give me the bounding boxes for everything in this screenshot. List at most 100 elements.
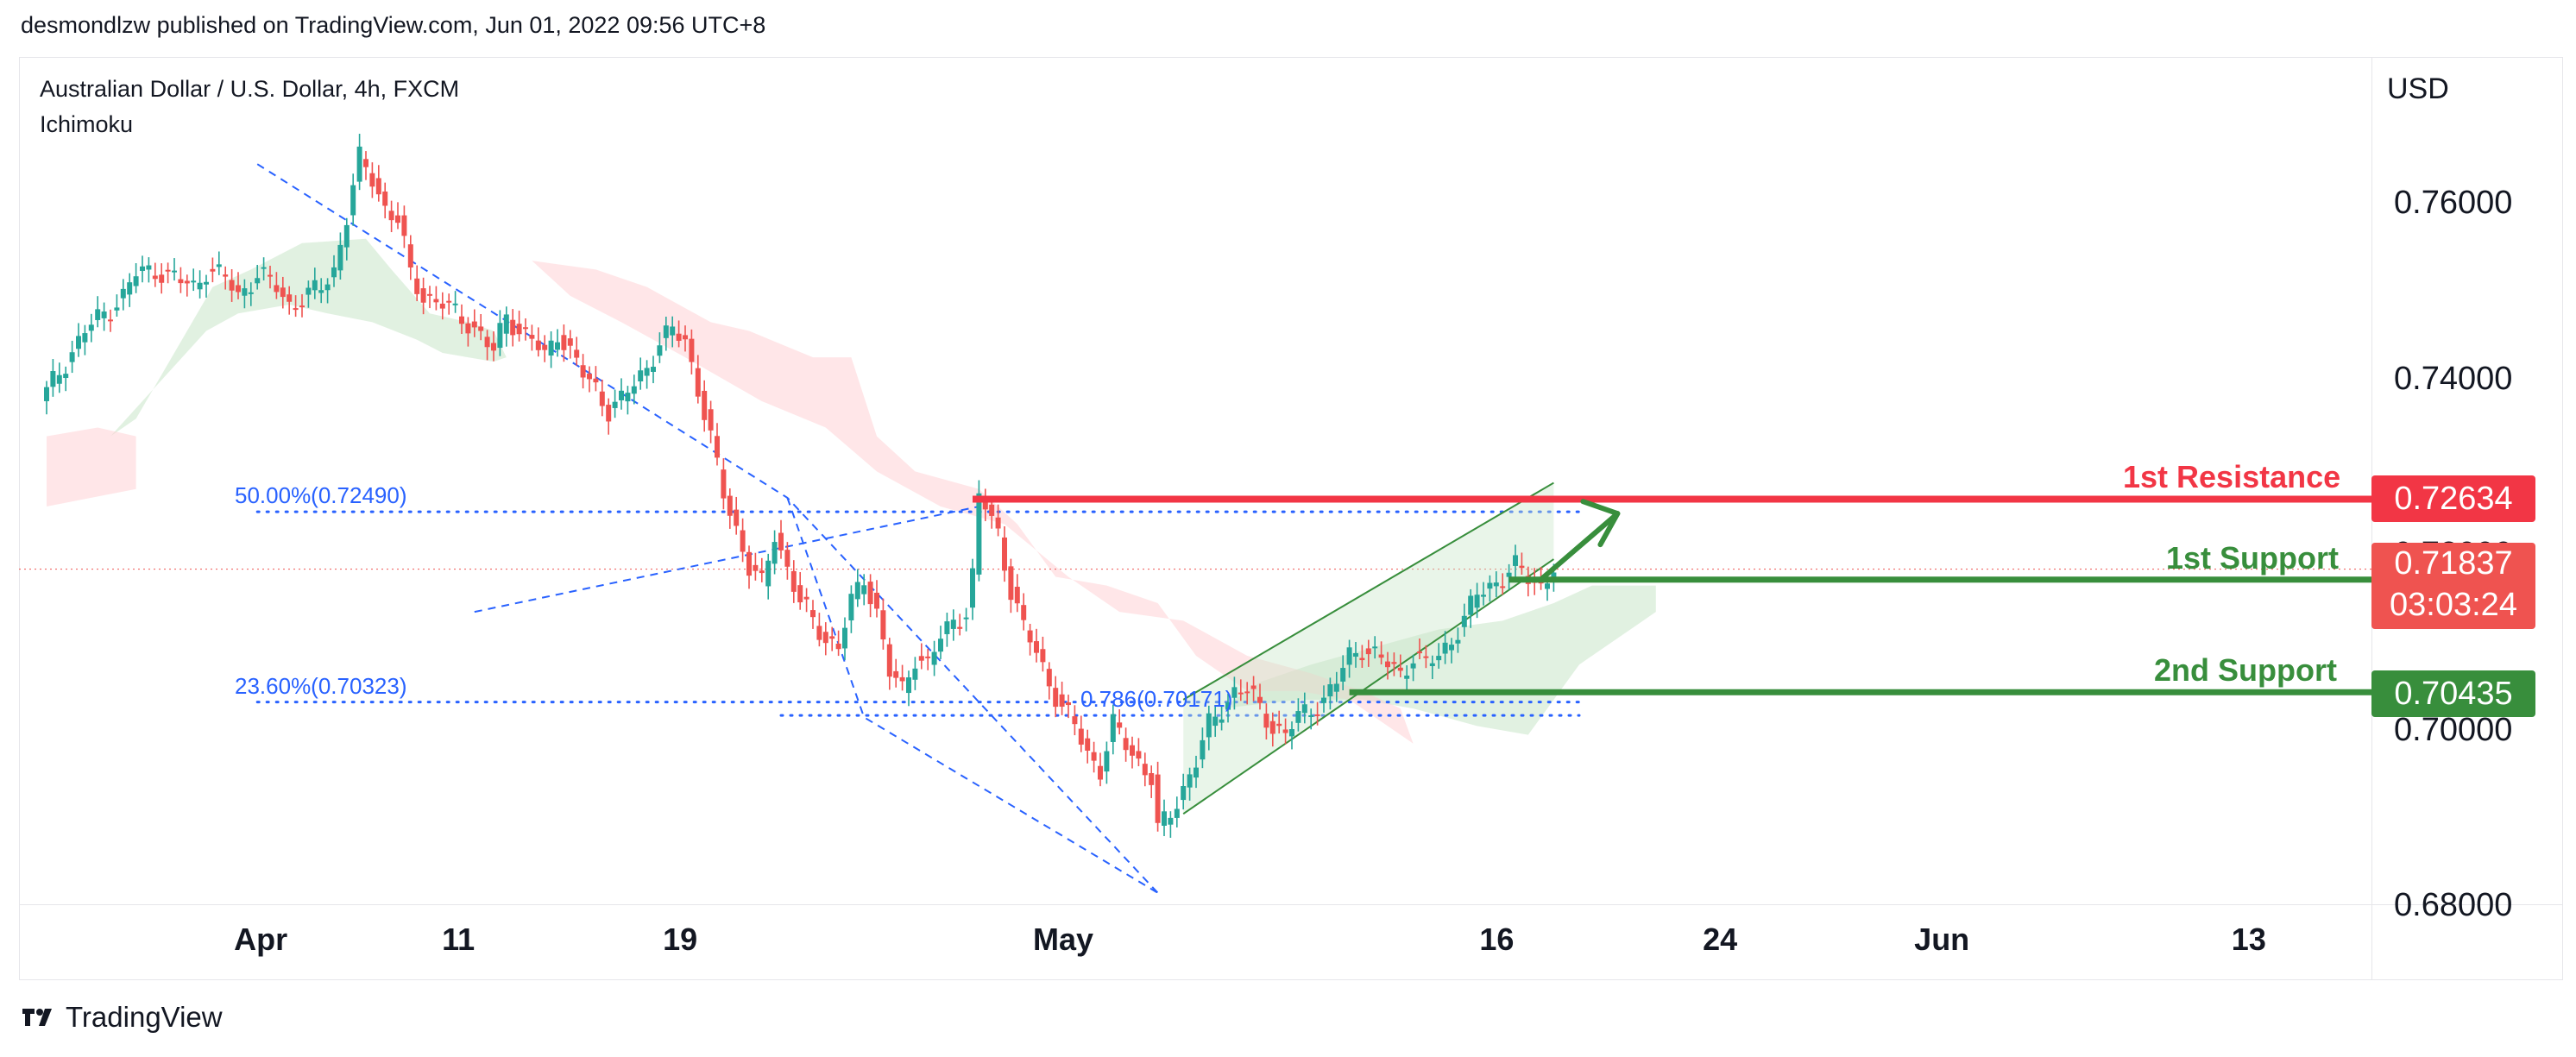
candle-body bbox=[1066, 702, 1071, 706]
candle-body bbox=[159, 274, 165, 283]
candle-body bbox=[1282, 729, 1288, 733]
candle-body bbox=[1327, 684, 1333, 697]
candle-body bbox=[1295, 711, 1301, 723]
candle-body bbox=[369, 173, 375, 187]
channel-upper-line bbox=[1182, 481, 1554, 701]
footer-brand[interactable]: TradingView bbox=[21, 1001, 223, 1034]
candle-body bbox=[938, 639, 943, 652]
candle-body bbox=[523, 327, 528, 330]
y-tick: 0.68000 bbox=[2394, 887, 2513, 923]
candle-body bbox=[555, 342, 560, 350]
published-caption: desmondlzw published on TradingView.com,… bbox=[21, 12, 766, 38]
candle-body bbox=[1378, 654, 1384, 658]
candle-body bbox=[1168, 817, 1174, 825]
candle-body bbox=[337, 244, 343, 271]
level-label: 1st Resistance bbox=[2123, 459, 2341, 495]
candle-body bbox=[803, 596, 809, 600]
candle-body bbox=[356, 146, 362, 182]
candle-body bbox=[459, 316, 464, 324]
candles bbox=[44, 134, 1557, 838]
candle-body bbox=[606, 405, 612, 422]
candle-body bbox=[1436, 656, 1442, 661]
candle-body bbox=[631, 386, 637, 394]
candle-body bbox=[1455, 639, 1461, 644]
y-tick: 0.76000 bbox=[2394, 185, 2513, 221]
candle-body bbox=[1219, 719, 1225, 723]
candle-body bbox=[280, 287, 286, 298]
candle-body bbox=[1250, 685, 1257, 689]
candle-body bbox=[1513, 555, 1518, 566]
x-tick: Jun bbox=[1914, 922, 1970, 957]
candle-body bbox=[574, 349, 580, 358]
candle-body bbox=[1162, 811, 1167, 826]
candle-body bbox=[133, 276, 139, 286]
fibonacci-lines bbox=[19, 510, 2371, 717]
x-tick: 11 bbox=[442, 922, 476, 957]
candle-body bbox=[1365, 648, 1371, 655]
candle-body bbox=[880, 610, 886, 640]
candle-body bbox=[401, 215, 407, 236]
candle-body bbox=[471, 321, 477, 328]
candle-body bbox=[1078, 728, 1084, 745]
candle-body bbox=[1551, 572, 1557, 580]
candle-body bbox=[287, 294, 293, 302]
candle-body bbox=[363, 159, 368, 167]
x-tick: 24 bbox=[1703, 922, 1738, 957]
candle-body bbox=[1091, 752, 1097, 761]
y-tick: 0.74000 bbox=[2394, 360, 2513, 397]
candle-body bbox=[746, 551, 752, 576]
candle-body bbox=[1053, 688, 1059, 708]
candle-body bbox=[599, 391, 605, 406]
candle-body bbox=[452, 303, 458, 305]
candle-body bbox=[708, 409, 714, 431]
candle-body bbox=[446, 300, 452, 303]
candle-body bbox=[95, 309, 101, 320]
candle-body bbox=[587, 374, 592, 380]
candle-body bbox=[108, 319, 113, 322]
candle-body bbox=[580, 365, 586, 378]
candle-body bbox=[343, 224, 350, 248]
candle-body bbox=[1117, 722, 1123, 728]
candle-body bbox=[510, 319, 516, 336]
candle-body bbox=[906, 677, 911, 694]
candle-body bbox=[433, 299, 439, 303]
x-tick: 16 bbox=[1479, 922, 1515, 957]
candle-body bbox=[1481, 595, 1486, 597]
candle-body bbox=[912, 668, 918, 680]
candle-body bbox=[248, 292, 254, 294]
indicator-label[interactable]: Ichimoku bbox=[40, 111, 134, 137]
symbol-title[interactable]: Australian Dollar / U.S. Dollar, 4h, FXC… bbox=[40, 76, 460, 102]
candle-body bbox=[1493, 582, 1499, 587]
candle-body bbox=[963, 617, 969, 620]
candle-body bbox=[1263, 714, 1269, 728]
candle-body bbox=[1321, 697, 1326, 703]
candle-body bbox=[734, 509, 740, 526]
candle-body bbox=[1269, 720, 1275, 734]
candle-body bbox=[350, 185, 356, 216]
candle-body bbox=[1104, 751, 1110, 772]
candle-body bbox=[191, 280, 197, 283]
candle-body bbox=[1187, 774, 1193, 788]
candle-body bbox=[1212, 716, 1219, 727]
projection-arrow bbox=[1538, 511, 1621, 582]
candle-body bbox=[44, 387, 49, 401]
candle-body bbox=[778, 532, 784, 551]
y-tick: 0.70000 bbox=[2394, 711, 2513, 748]
candle-body bbox=[727, 495, 733, 516]
candle-body bbox=[516, 324, 522, 335]
price-chart[interactable] bbox=[19, 57, 2371, 905]
candle-body bbox=[1034, 641, 1039, 653]
candle-body bbox=[893, 670, 899, 678]
candle-body bbox=[1519, 565, 1525, 569]
support-2-price-tag: 0.70435 bbox=[2371, 670, 2535, 718]
fib-label: 23.60%(0.70323) bbox=[235, 672, 407, 699]
current-price-value: 0.71837 bbox=[2394, 544, 2513, 582]
candle-body bbox=[1276, 723, 1282, 727]
candle-body bbox=[957, 626, 963, 629]
candle-body bbox=[1098, 765, 1103, 780]
candle-body bbox=[644, 368, 650, 376]
x-tick: Apr bbox=[234, 922, 288, 957]
candle-body bbox=[503, 314, 509, 334]
projection-arrow-head bbox=[1580, 499, 1621, 548]
candle-body bbox=[407, 244, 413, 267]
